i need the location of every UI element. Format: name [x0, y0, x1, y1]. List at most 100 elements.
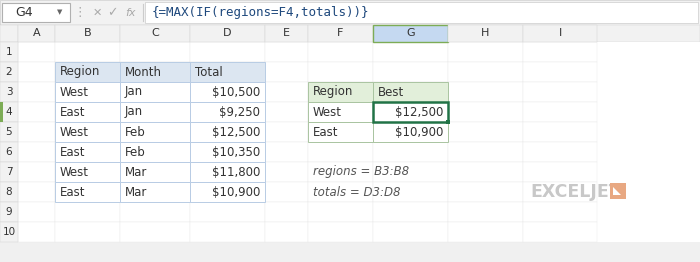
Text: 2: 2	[6, 67, 13, 77]
Text: Feb: Feb	[125, 145, 146, 159]
Bar	[0, 102, 3, 122]
Bar	[120, 102, 190, 122]
Text: 4: 4	[6, 107, 13, 117]
Bar	[523, 82, 597, 102]
Text: Mar: Mar	[125, 166, 148, 178]
Bar	[55, 62, 120, 82]
Text: D: D	[223, 29, 232, 39]
Bar	[373, 62, 448, 82]
Bar	[55, 42, 120, 62]
Text: East: East	[60, 106, 85, 118]
Text: $10,900: $10,900	[395, 125, 443, 139]
Bar	[523, 62, 597, 82]
Bar	[18, 182, 55, 202]
Bar	[373, 102, 448, 122]
Bar	[308, 222, 373, 242]
Text: West: West	[60, 125, 89, 139]
Bar	[190, 102, 265, 122]
Bar	[448, 62, 523, 82]
Bar	[448, 182, 523, 202]
Bar	[190, 222, 265, 242]
Bar	[145, 2, 698, 23]
Text: 10: 10	[2, 227, 15, 237]
Text: Mar: Mar	[125, 185, 148, 199]
Bar	[190, 82, 265, 102]
Text: ▼: ▼	[57, 9, 63, 15]
Bar	[55, 102, 120, 122]
Bar	[448, 25, 523, 42]
Text: East: East	[60, 145, 85, 159]
Bar	[55, 202, 120, 222]
Bar	[18, 122, 55, 142]
Bar	[308, 102, 373, 122]
Bar	[120, 142, 190, 162]
Bar	[190, 82, 265, 102]
Bar	[190, 162, 265, 182]
Text: Region: Region	[60, 66, 100, 79]
Text: 1: 1	[6, 47, 13, 57]
Bar	[120, 142, 190, 162]
Bar	[308, 82, 373, 102]
Bar	[265, 202, 308, 222]
Bar	[55, 182, 120, 202]
Bar	[448, 162, 523, 182]
Bar	[523, 222, 597, 242]
Bar	[120, 162, 190, 182]
Text: $12,500: $12,500	[395, 106, 443, 118]
Text: West: West	[313, 106, 342, 118]
Bar	[523, 122, 597, 142]
Bar	[308, 142, 373, 162]
Bar	[190, 142, 265, 162]
Bar	[448, 42, 523, 62]
Bar	[373, 122, 448, 142]
Bar	[308, 25, 373, 42]
Bar	[190, 162, 265, 182]
Text: ✕: ✕	[92, 8, 102, 18]
Bar	[190, 122, 265, 142]
Text: 6: 6	[6, 147, 13, 157]
Bar	[190, 102, 265, 122]
Bar	[0, 0, 700, 25]
Bar	[18, 202, 55, 222]
Bar	[120, 182, 190, 202]
Bar	[523, 162, 597, 182]
Bar	[0, 62, 18, 82]
Text: East: East	[60, 185, 85, 199]
Bar	[190, 122, 265, 142]
Bar	[55, 142, 120, 162]
Bar	[373, 102, 448, 122]
Bar	[55, 122, 120, 142]
Bar	[373, 182, 448, 202]
Bar	[55, 142, 120, 162]
Text: $10,900: $10,900	[211, 185, 260, 199]
Text: $11,800: $11,800	[211, 166, 260, 178]
Text: Total: Total	[195, 66, 223, 79]
Text: West: West	[60, 85, 89, 99]
Bar	[373, 42, 448, 62]
Bar	[373, 82, 448, 102]
Text: A: A	[33, 29, 41, 39]
Bar	[265, 162, 308, 182]
Bar	[308, 102, 373, 122]
Bar	[18, 82, 55, 102]
Bar	[18, 222, 55, 242]
Bar	[265, 42, 308, 62]
Bar	[18, 25, 55, 42]
Bar	[18, 142, 55, 162]
Polygon shape	[613, 187, 621, 195]
Bar	[373, 142, 448, 162]
Bar	[120, 222, 190, 242]
Text: Jan: Jan	[125, 106, 143, 118]
Bar	[55, 122, 120, 142]
Bar	[120, 202, 190, 222]
Text: Region: Region	[313, 85, 354, 99]
Bar	[120, 102, 190, 122]
Bar	[0, 25, 18, 42]
Text: G: G	[406, 29, 415, 39]
Bar	[18, 62, 55, 82]
Bar	[446, 120, 450, 124]
Bar	[265, 102, 308, 122]
Bar	[55, 162, 120, 182]
Bar	[448, 142, 523, 162]
Text: C: C	[151, 29, 159, 39]
